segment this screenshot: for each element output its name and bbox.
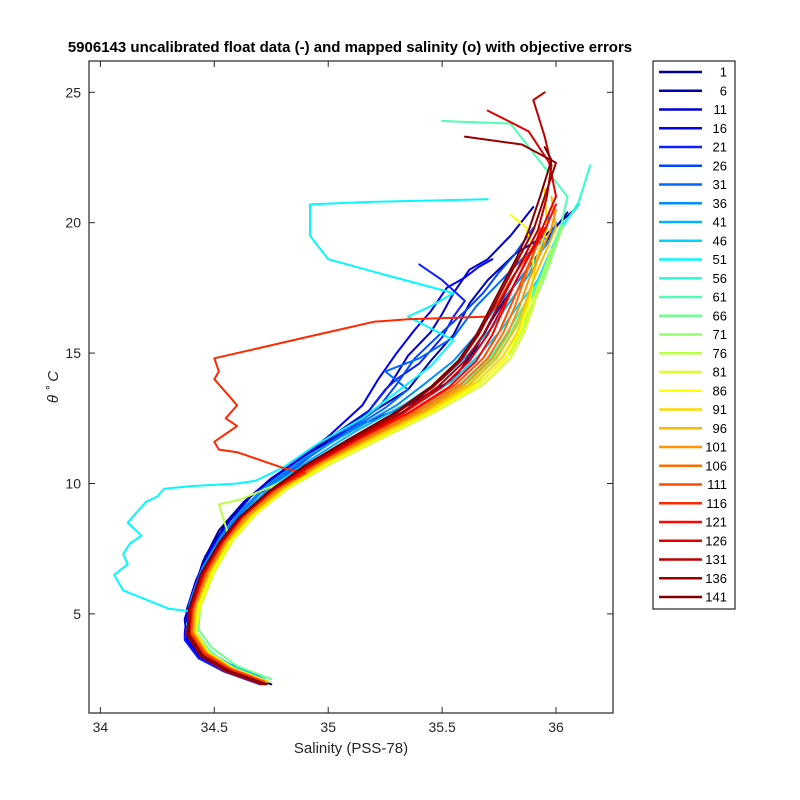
legend-label: 11 (714, 102, 728, 117)
legend-label: 36 (713, 196, 727, 211)
y-axis-label: θ ˚ C (45, 371, 62, 403)
legend-label: 121 (705, 515, 727, 530)
plot-frame (88, 60, 614, 714)
legend-label: 51 (713, 252, 727, 267)
y-tick-label: 5 (73, 606, 81, 622)
legend-label: 76 (713, 346, 727, 361)
x-tick-label: 34.5 (201, 719, 228, 735)
series-line-26 (188, 109, 557, 686)
legend-label: 116 (706, 496, 727, 511)
legend-label: 126 (705, 533, 727, 548)
legend-label: 61 (713, 290, 727, 305)
legend-label: 141 (705, 590, 727, 605)
legend-label: 31 (713, 177, 727, 192)
series-line-29 (188, 146, 553, 686)
legend-label: 136 (705, 571, 727, 586)
legend: 1611162126313641465156616671768186919610… (652, 60, 736, 610)
legend-label: 41 (713, 215, 727, 230)
legend-label: 16 (713, 121, 727, 136)
legend-label: 96 (713, 421, 727, 436)
x-tick-label: 35 (320, 719, 336, 735)
series-line-20 (192, 195, 557, 683)
y-tick-label: 15 (65, 345, 81, 361)
y-tick-label: 10 (65, 475, 81, 491)
legend-label: 71 (713, 327, 727, 342)
plot-area (89, 61, 613, 713)
x-tick-label: 34 (93, 719, 109, 735)
legend-label: 1 (720, 65, 727, 80)
series-line-11 (113, 198, 489, 686)
legend-label: 111 (707, 477, 727, 492)
legend-label: 6 (720, 83, 727, 98)
x-tick-label: 36 (548, 719, 564, 735)
legend-label: 26 (713, 158, 727, 173)
y-tick-label: 20 (65, 215, 81, 231)
legend-label: 131 (705, 552, 727, 567)
legend-label: 86 (713, 383, 727, 398)
legend-label: 81 (713, 365, 727, 380)
x-axis-label: Salinity (PSS-78) (294, 740, 408, 757)
legend-label: 56 (713, 271, 727, 286)
legend-label: 91 (713, 402, 727, 417)
legend-label: 21 (713, 140, 727, 155)
legend-label: 66 (713, 308, 727, 323)
y-axis: 5 10 15 20 25 (65, 84, 613, 622)
y-tick-label: 25 (65, 84, 81, 100)
x-tick-label: 35.5 (429, 719, 456, 735)
legend-label: 46 (713, 233, 727, 248)
series-line-4 (183, 258, 494, 683)
series-line-17 (195, 279, 542, 683)
chart-title: 5906143 uncalibrated float data (-) and … (68, 39, 632, 56)
legend-label: 101 (705, 440, 727, 455)
legend-label: 106 (705, 458, 727, 473)
x-axis: 34 34.5 35 35.5 36 (93, 61, 564, 735)
series-layer (113, 91, 592, 686)
